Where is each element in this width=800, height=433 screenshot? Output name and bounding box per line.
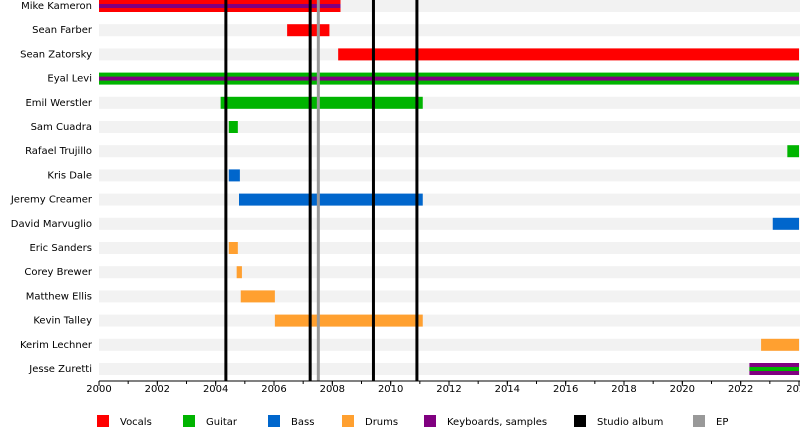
tenure-bar <box>236 266 242 279</box>
tenure-bar <box>220 96 423 109</box>
x-tick-label: 2024 <box>786 384 800 395</box>
row-band <box>99 24 800 37</box>
legend-swatch <box>424 415 436 427</box>
tenure-bar <box>99 76 799 81</box>
legend-label: Drums <box>365 417 398 428</box>
row-band <box>99 242 800 254</box>
x-tick-label: 2004 <box>203 384 228 395</box>
tenure-bar <box>787 145 799 158</box>
tenure-bar <box>240 290 275 303</box>
tenure-bar <box>287 24 330 37</box>
member-name: Sean Farber <box>32 25 93 36</box>
x-tick-label: 2008 <box>320 384 345 395</box>
member-name: David Marvuglio <box>11 219 92 230</box>
member-name: Mike Kameron <box>21 1 92 12</box>
row-band <box>99 145 800 158</box>
member-name: Eric Sanders <box>29 243 92 254</box>
tenure-bar <box>274 314 423 327</box>
x-tick-label: 2014 <box>495 384 520 395</box>
x-tick-label: 2002 <box>145 384 170 395</box>
x-tick-label: 2012 <box>436 384 461 395</box>
x-tick-label: 2018 <box>611 384 636 395</box>
tenure-bar <box>228 121 238 133</box>
legend-swatch <box>268 415 280 427</box>
row-band <box>99 363 800 375</box>
legend-swatch <box>97 415 109 427</box>
row-band <box>99 169 800 182</box>
legend-swatch <box>183 415 195 427</box>
member-name: Kris Dale <box>47 170 92 181</box>
row-band <box>99 266 800 279</box>
member-name: Corey Brewer <box>24 267 92 278</box>
member-name: Jesse Zuretti <box>28 364 92 375</box>
x-tick-label: 2010 <box>378 384 403 395</box>
member-name: Emil Werstler <box>25 98 92 109</box>
legend-swatch <box>342 415 354 427</box>
tenure-bar <box>228 169 240 182</box>
x-tick-label: 2020 <box>670 384 695 395</box>
legend-label: Guitar <box>206 417 238 428</box>
member-name: Sean Zatorsky <box>20 49 92 60</box>
row-band <box>99 314 800 327</box>
tenure-bar <box>239 193 423 206</box>
tenure-bar <box>761 338 799 351</box>
tenure-bar <box>228 242 238 254</box>
member-name: Kevin Talley <box>33 316 92 327</box>
legend-label: Studio album <box>597 417 663 428</box>
member-name: Kerim Lechner <box>20 340 93 351</box>
legend-swatch <box>574 415 586 427</box>
member-name: Jeremy Creamer <box>10 195 93 206</box>
member-name: Matthew Ellis <box>26 291 92 302</box>
tenure-bar <box>338 48 799 61</box>
tenure-bar <box>772 217 799 230</box>
row-band <box>99 96 800 109</box>
legend-swatch <box>693 415 705 427</box>
x-tick-label: 2016 <box>553 384 578 395</box>
legend-label: Vocals <box>120 417 152 428</box>
legend-label: EP <box>716 417 728 428</box>
member-name: Rafael Trujillo <box>25 146 92 157</box>
row-band <box>99 121 800 133</box>
row-band <box>99 290 800 303</box>
legend-label: Keyboards, samples <box>447 417 547 428</box>
x-tick-label: 2006 <box>261 384 286 395</box>
row-band <box>99 338 800 351</box>
member-name: Sam Cuadra <box>31 122 92 133</box>
x-tick-label: 2022 <box>728 384 753 395</box>
row-band <box>99 193 800 206</box>
x-tick-label: 2000 <box>86 384 111 395</box>
row-band <box>99 217 800 230</box>
tenure-bar <box>99 4 341 8</box>
legend-label: Bass <box>291 417 314 428</box>
member-name: Eyal Levi <box>47 74 92 85</box>
tenure-bar <box>749 367 799 371</box>
